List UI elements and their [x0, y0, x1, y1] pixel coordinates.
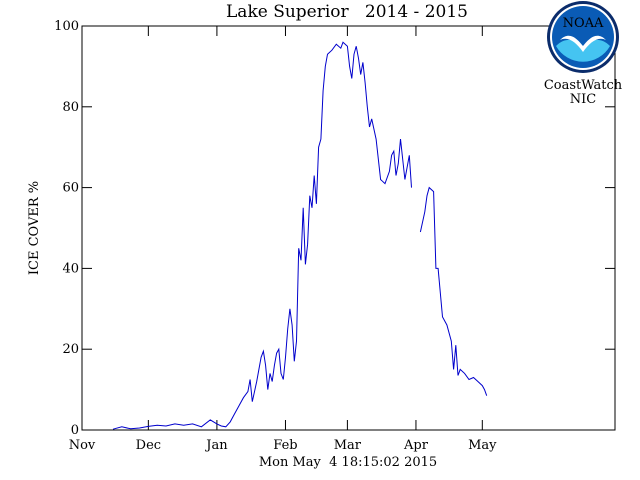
y-tick-label: 60: [62, 181, 79, 196]
y-tick-label: 40: [62, 261, 79, 276]
y-tick-label: 80: [62, 100, 79, 115]
plot-frame: [81, 25, 616, 431]
x-tick-label: Jan: [204, 438, 228, 453]
x-tick-label: May: [468, 438, 497, 453]
x-tick-label: Apr: [403, 438, 429, 453]
coastwatch-label: CoastWatch: [544, 78, 623, 93]
nic-label: NIC: [570, 92, 597, 107]
chart-title: Lake Superior 2014 - 2015: [226, 2, 468, 22]
y-axis: 0 20 40 60 80 100: [54, 19, 615, 438]
y-tick-label: 0: [71, 423, 79, 438]
y-axis-label: ICE COVER %: [27, 181, 42, 275]
ice-cover-series: [112, 41, 488, 430]
noaa-logo: NOAA: [547, 1, 619, 73]
x-tick-label: Mar: [334, 438, 362, 453]
x-axis: Nov Dec Jan Feb Mar Apr May: [69, 26, 497, 453]
y-tick-label: 20: [62, 342, 79, 357]
x-tick-label: Nov: [69, 438, 96, 453]
timestamp: Mon May 4 18:15:02 2015: [259, 455, 437, 470]
y-tick-label: 100: [54, 19, 79, 34]
svg-text:NOAA: NOAA: [563, 16, 604, 31]
series-line: [419, 186, 488, 396]
series-line: [112, 41, 412, 430]
x-tick-label: Feb: [273, 438, 297, 453]
x-tick-label: Dec: [136, 438, 161, 453]
